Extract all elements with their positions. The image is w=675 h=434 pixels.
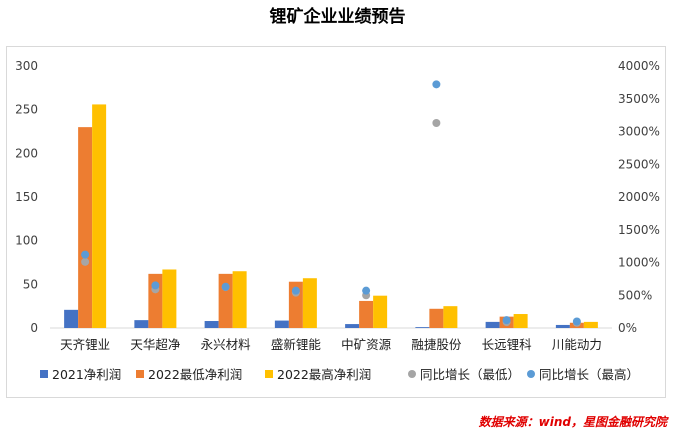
bar-3 xyxy=(583,321,598,328)
y-left-tick-label: 100 xyxy=(15,234,38,248)
point-1 xyxy=(81,257,90,266)
point-2 xyxy=(362,286,371,295)
y-right-tick-label: 500% xyxy=(618,288,652,302)
bar-3 xyxy=(162,269,177,328)
bar-3 xyxy=(513,314,528,328)
y-right-tick-label: 1500% xyxy=(618,223,660,237)
y-left-tick-label: 150 xyxy=(15,190,38,204)
bar-1 xyxy=(555,324,570,328)
point-2 xyxy=(151,281,160,290)
legend-swatch xyxy=(136,370,144,378)
legend: 2021净利润 2022最低净利润 2022最高净利润 同比增长（最低） 同比增长（最高… xyxy=(40,367,639,382)
y-right-tick-label: 2000% xyxy=(618,190,660,204)
y-left-tick-label: 0 xyxy=(30,321,38,335)
legend-label: 同比增长（最高） xyxy=(539,367,639,382)
y-left-tick-label: 300 xyxy=(15,59,38,73)
bar-3 xyxy=(232,271,247,328)
category-label: 天齐锂业 xyxy=(60,337,110,352)
legend-label: 2021净利润 xyxy=(52,367,121,382)
bar-1 xyxy=(204,321,219,328)
y-left-tick-label: 250 xyxy=(15,103,38,117)
point-2 xyxy=(572,317,581,326)
points xyxy=(81,80,581,327)
bar-1 xyxy=(485,321,500,328)
point-2 xyxy=(221,282,230,291)
bar-2 xyxy=(218,273,233,328)
bar-1 xyxy=(345,324,360,328)
point-2 xyxy=(502,316,511,325)
legend-label: 同比增长（最低） xyxy=(420,367,520,382)
point-2 xyxy=(291,286,300,295)
legend-swatch xyxy=(527,370,535,378)
y-right-tick-label: 4000% xyxy=(618,59,660,73)
bars xyxy=(64,104,598,328)
bar-1 xyxy=(274,320,289,328)
bar-2 xyxy=(148,273,163,328)
category-label: 中矿资源 xyxy=(341,337,392,352)
bar-2 xyxy=(78,127,93,328)
y-right-tick-label: 3000% xyxy=(618,125,660,139)
chart-frame xyxy=(6,46,666,398)
legend-swatch xyxy=(40,370,48,378)
bar-3 xyxy=(373,295,388,328)
category-label: 川能动力 xyxy=(552,337,602,352)
legend-swatch xyxy=(408,370,416,378)
y-right-tick-label: 1000% xyxy=(618,256,660,270)
y-right-tick-label: 2500% xyxy=(618,157,660,171)
point-2 xyxy=(81,250,90,259)
bar-3 xyxy=(92,104,107,328)
bar-1 xyxy=(64,309,79,328)
bar-3 xyxy=(443,306,458,328)
category-label: 融捷股份 xyxy=(411,337,462,352)
category-label: 长远锂科 xyxy=(482,337,533,352)
bar-1 xyxy=(415,327,430,328)
y-left-tick-label: 200 xyxy=(15,146,38,160)
y-right-tick-label: 3500% xyxy=(618,92,660,106)
source-note: 数据来源：wind，星图金融研究院 xyxy=(478,415,667,429)
bar-1 xyxy=(134,320,149,328)
point-2 xyxy=(432,80,441,89)
legend-label: 2022最低净利润 xyxy=(148,367,242,382)
category-labels: 天齐锂业 天华超净 永兴材料 盛新锂能 中矿资源 融捷股份 长远锂科 川能动力 xyxy=(60,337,602,352)
category-label: 盛新锂能 xyxy=(271,337,322,352)
category-label: 天华超净 xyxy=(130,337,180,352)
bar-2 xyxy=(359,300,374,328)
y-left-tick-label: 50 xyxy=(23,277,38,291)
chart-title: 锂矿企业业绩预告 xyxy=(269,7,406,27)
bar-2 xyxy=(429,308,444,328)
y-right-tick-label: 0% xyxy=(618,321,637,335)
legend-swatch xyxy=(265,370,273,378)
legend-label: 2022最高净利润 xyxy=(277,367,371,382)
axes: 0501001502002503000%500%1000%1500%2000%2… xyxy=(15,59,660,335)
point-1 xyxy=(432,118,441,127)
category-label: 永兴材料 xyxy=(201,337,252,352)
bar-3 xyxy=(302,278,317,328)
